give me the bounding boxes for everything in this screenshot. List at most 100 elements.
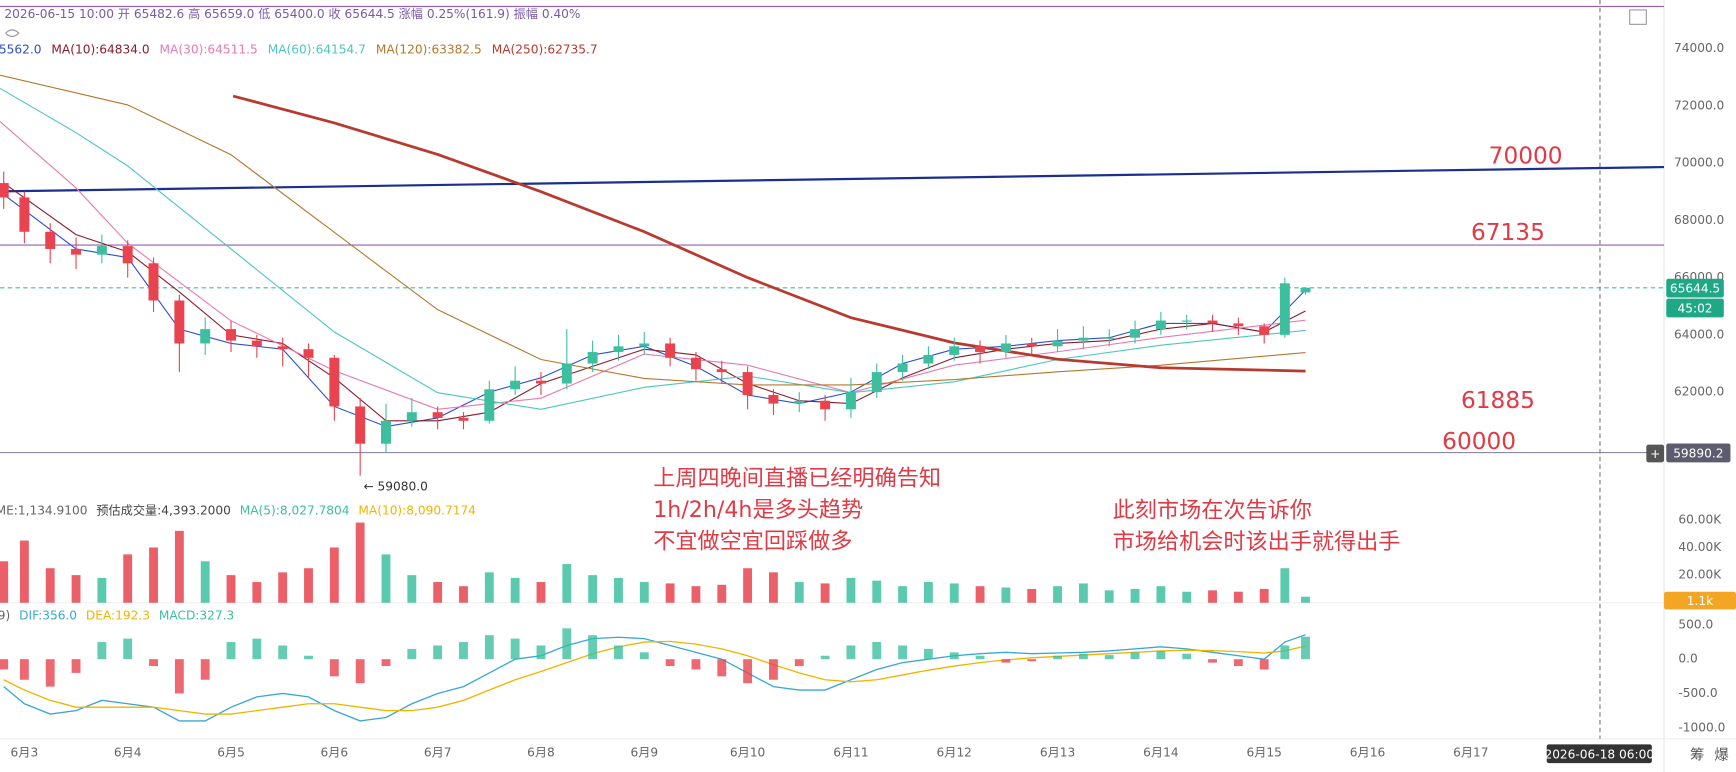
x-tick-label: 6月13 (1040, 746, 1075, 760)
candle-body (458, 417, 469, 421)
macd-bar (717, 659, 727, 677)
macd-line (3, 640, 1306, 715)
ma-line (232, 94, 1306, 373)
eye-icon[interactable] (5, 29, 20, 38)
volume-bar (769, 572, 778, 603)
candle-body (1279, 283, 1290, 335)
macd-bar (691, 659, 701, 670)
volume-bar (1130, 588, 1140, 603)
candle-body (122, 246, 133, 264)
x-tick-label: 6月14 (1143, 746, 1179, 760)
candle-body (1104, 337, 1115, 339)
volume-bar (923, 582, 933, 603)
volume-bar (45, 568, 55, 603)
macd-bar (278, 645, 288, 660)
macd-bar (252, 638, 262, 660)
volume-tag-box (1664, 591, 1736, 610)
macd-bar (510, 638, 520, 660)
candle-body (1052, 340, 1063, 347)
crosshair-price-box (1666, 443, 1731, 463)
macd-bar (639, 652, 649, 660)
macd-bar (846, 645, 856, 660)
y-tick-label: 72000.0 (1674, 98, 1724, 112)
macd-bar (407, 648, 417, 660)
legend-entry: 9) (0, 609, 10, 623)
candle-body (975, 346, 986, 353)
legend-entry: DIF:356.0 (19, 609, 77, 623)
candle-body (226, 329, 237, 341)
candle-body (1207, 320, 1218, 324)
macd-bar (1280, 645, 1290, 660)
macd-bar (381, 659, 391, 667)
macd-bar (1156, 650, 1166, 660)
macd-bar (1259, 659, 1269, 670)
candle-body (174, 300, 185, 344)
y-tick-label: 64000.0 (1674, 327, 1724, 341)
ma-legend: 5562.0 (0, 42, 41, 56)
candle-body (897, 363, 908, 373)
candle-body (587, 352, 598, 364)
volume-bar (1259, 588, 1269, 603)
expand-icon[interactable] (1629, 9, 1647, 25)
macd-tick-label: -1000.0 (1678, 720, 1725, 734)
ma-legend: MA(120):63382.5 (376, 42, 482, 56)
countdown-tag-box (1666, 298, 1724, 318)
macd-bar (459, 642, 468, 660)
candles (0, 171, 1311, 694)
volume-bar (226, 575, 236, 603)
macd-bar (329, 659, 339, 677)
candle-body (1181, 320, 1192, 322)
x-tick-label: 6月6 (321, 746, 349, 760)
candle-body (200, 329, 211, 344)
crosshair-button[interactable]: + (1650, 447, 1660, 461)
note-text: 不宜做空宜回踩做多 (653, 528, 852, 554)
candle-body (871, 372, 882, 393)
info-bar: 2026-06-15 10:00 开 65482.6 高 65659.0 低 6… (4, 6, 580, 21)
macd-bar (1078, 653, 1088, 660)
volume-bar (975, 586, 985, 603)
x-tick-label: 6月16 (1350, 746, 1385, 760)
candle-body (510, 380, 521, 390)
legend-entry: MACD:327.3 (159, 609, 234, 623)
ma-legend: MA(250):62735.7 (492, 42, 598, 56)
volume-bar (1053, 586, 1062, 603)
labels: 2026-06-15 10:00 开 65482.6 高 65659.0 低 6… (0, 6, 1736, 763)
macd-bar (1233, 659, 1243, 667)
y-tick-label: 74000.0 (1674, 41, 1724, 55)
volume-bar (743, 568, 753, 603)
x-tick-label: 6月7 (424, 746, 452, 760)
price-tag-box (1666, 278, 1724, 298)
macd-tick-label: 0.0 (1678, 652, 1697, 666)
candle-body (71, 248, 82, 255)
macd-bar (562, 628, 572, 660)
volume-bar (252, 582, 262, 603)
volume-bar (484, 572, 494, 603)
candle-body (355, 406, 366, 444)
x-tick-label: 6月17 (1453, 746, 1488, 760)
x-tick-label: 6月5 (217, 746, 245, 760)
volume-bar (174, 530, 184, 603)
volume-bar (510, 577, 520, 603)
side-icon[interactable]: 爆 (1714, 746, 1729, 763)
candle-body (742, 372, 753, 396)
volume-bar (846, 577, 856, 603)
macd-bar (97, 642, 107, 660)
note-text: 1h/2h/4h是多头趋势 (653, 497, 863, 523)
volume-bar (19, 540, 29, 603)
macd-bar (794, 659, 804, 667)
macd-bar (898, 645, 908, 660)
macd-bar (872, 642, 882, 660)
volume-bar (1233, 591, 1243, 603)
crosshair-button-box[interactable] (1646, 444, 1665, 463)
macd-bar (19, 659, 29, 680)
legend-entry: DEA:192.3 (86, 609, 150, 623)
side-icon[interactable]: 筹 (1690, 746, 1704, 763)
candle-body (277, 346, 288, 350)
volume-bar (820, 583, 830, 603)
macd-bar (1027, 659, 1037, 662)
candle-body (1233, 323, 1244, 327)
candle-body (484, 389, 495, 421)
candle-body (0, 183, 9, 198)
macd-bar (614, 645, 623, 660)
